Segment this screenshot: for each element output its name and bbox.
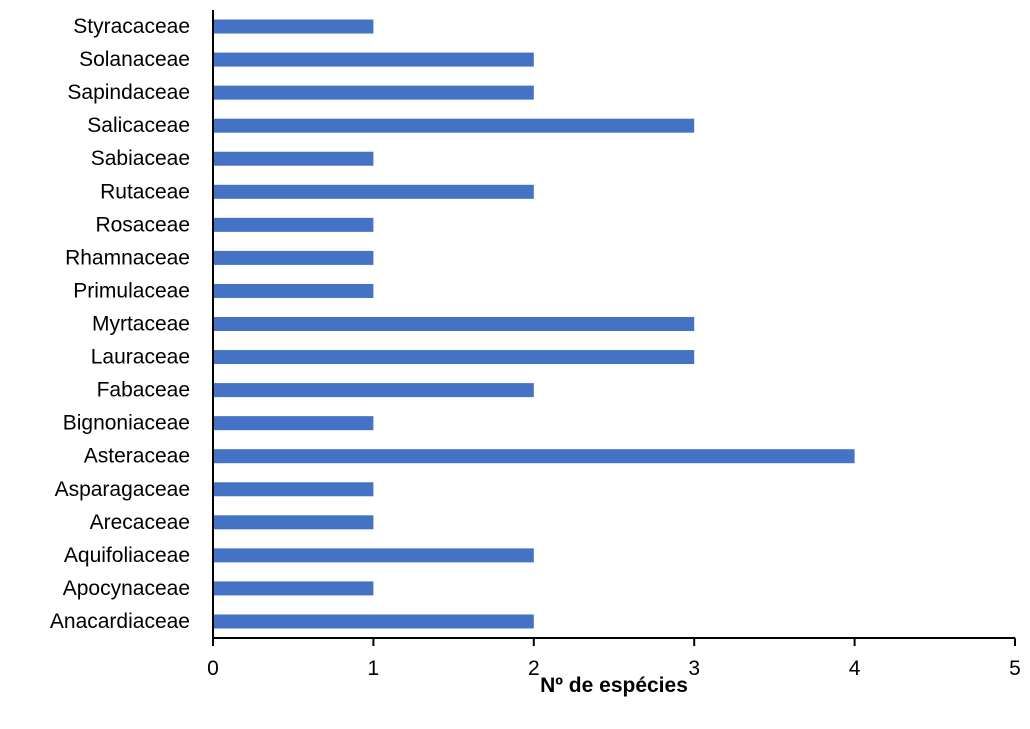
bar-asteraceae bbox=[213, 449, 855, 464]
bar-myrtaceae bbox=[213, 317, 695, 331]
category-label: Primulaceae bbox=[73, 279, 190, 302]
bar-rutaceae bbox=[213, 184, 534, 199]
bar-bignoniaceae bbox=[213, 416, 374, 431]
category-label: Sabiaceae bbox=[91, 147, 190, 170]
category-label: Styracaceae bbox=[73, 15, 190, 38]
category-label: Lauraceae bbox=[91, 346, 190, 369]
bar-styracaceae bbox=[213, 19, 374, 34]
category-label: Sapindaceae bbox=[67, 81, 190, 104]
bar-apocynaceae bbox=[213, 581, 374, 596]
category-label: Rhamnaceae bbox=[65, 246, 190, 269]
bar-arecaceae bbox=[213, 515, 374, 530]
category-label: Salicaceae bbox=[87, 114, 190, 137]
x-tick-label: 1 bbox=[368, 657, 380, 680]
x-tick-label: 3 bbox=[688, 657, 700, 680]
bar-solanaceae bbox=[213, 52, 534, 67]
category-label: Asteraceae bbox=[84, 445, 190, 468]
category-label: Rosaceae bbox=[95, 213, 190, 236]
category-labels: Styracaceae Solanaceae Sapindaceae Salicace… bbox=[50, 15, 190, 633]
x-tick-label: 5 bbox=[1009, 657, 1021, 680]
category-label: Arecaceae bbox=[90, 511, 190, 534]
x-axis-ticks: 0 1 2 3 4 5 bbox=[207, 638, 1021, 680]
bar-sapindaceae bbox=[213, 85, 534, 100]
bar-sabiaceae bbox=[213, 151, 374, 166]
bar-lauraceae bbox=[213, 350, 695, 365]
category-label: Rutaceae bbox=[100, 180, 190, 203]
bar-rosaceae bbox=[213, 217, 374, 232]
x-axis-title: Nº de espécies bbox=[540, 674, 688, 697]
x-tick-label: 0 bbox=[207, 657, 219, 680]
category-label: Myrtaceae bbox=[92, 313, 190, 336]
category-label: Anacardiaceae bbox=[50, 610, 190, 633]
bar-anacardiaceae bbox=[213, 614, 534, 629]
category-label: Apocynaceae bbox=[63, 577, 190, 600]
category-label: Bignoniaceae bbox=[63, 412, 190, 435]
bar-primulaceae bbox=[213, 283, 374, 298]
category-label: Asparagaceae bbox=[55, 478, 190, 501]
bars-group bbox=[213, 19, 855, 629]
x-tick-label: 2 bbox=[528, 657, 540, 680]
category-label: Aquifoliaceae bbox=[64, 544, 190, 567]
bar-salicaceae bbox=[213, 118, 695, 133]
category-label: Solanaceae bbox=[79, 48, 190, 71]
x-tick-label: 4 bbox=[849, 657, 861, 680]
bar-aquifoliaceae bbox=[213, 548, 534, 563]
category-label: Fabaceae bbox=[97, 379, 190, 402]
bar-fabaceae bbox=[213, 383, 534, 398]
bar-rhamnaceae bbox=[213, 250, 374, 265]
bar-asparagaceae bbox=[213, 482, 374, 497]
